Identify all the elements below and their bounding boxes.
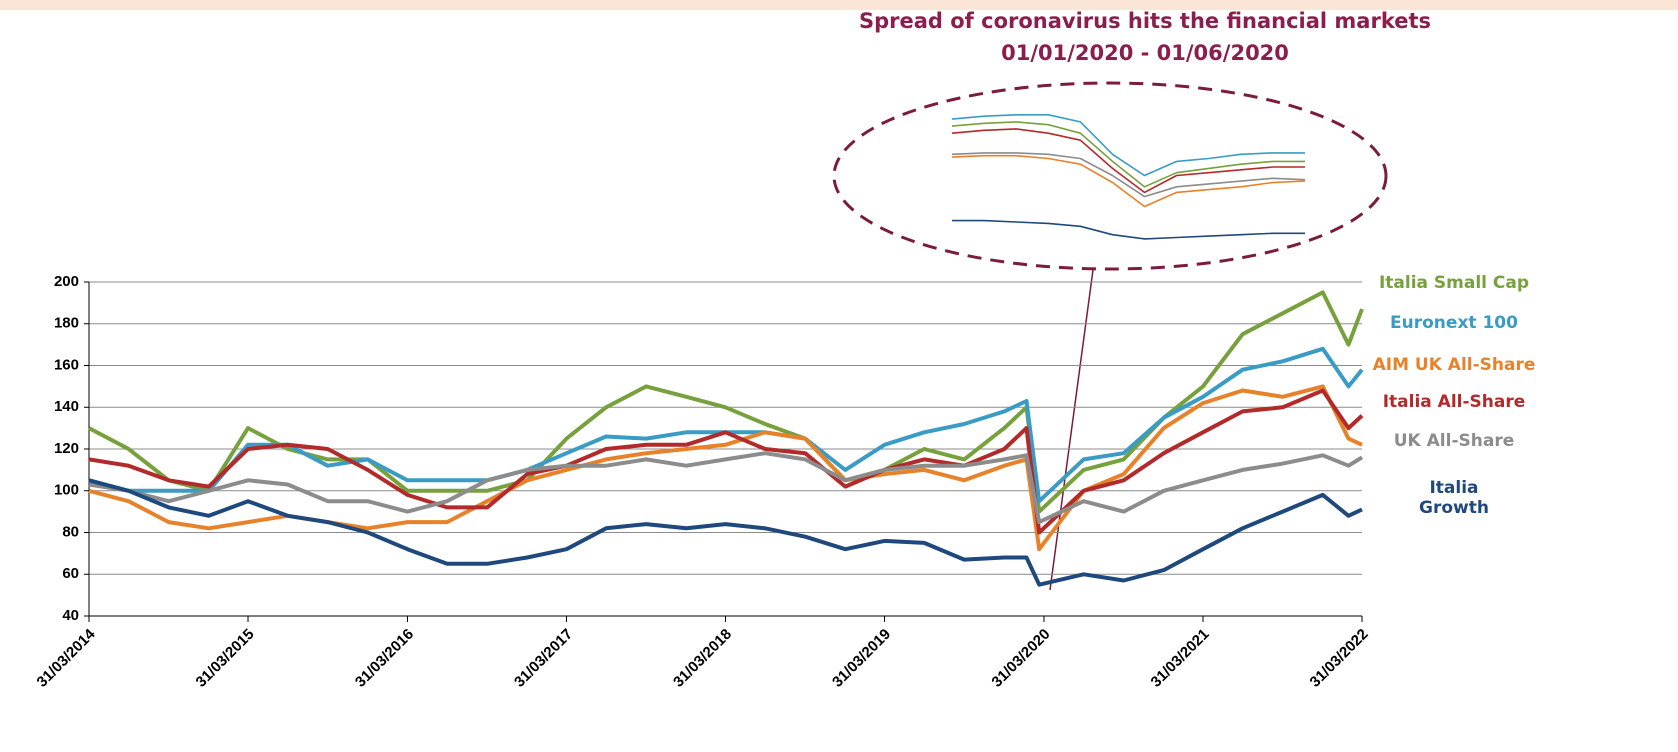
inset-subtitle: 01/01/2020 - 01/06/2020 <box>1001 41 1289 65</box>
x-tick-label: 31/03/2014 <box>34 625 100 691</box>
series-line <box>951 152 1306 198</box>
series-line <box>951 128 1305 194</box>
legend-label: Euronext 100 <box>1390 313 1518 333</box>
top-band <box>0 0 1678 10</box>
legend-label: Italia Small Cap <box>1378 273 1530 293</box>
series-line <box>952 219 1305 240</box>
x-tick-label: 31/03/2022 <box>1307 626 1372 691</box>
series-line <box>88 478 1363 587</box>
y-tick-label: 40 <box>62 607 79 624</box>
y-tick-label: 60 <box>62 565 79 582</box>
x-tick-label: 31/03/2016 <box>352 626 417 691</box>
series-line <box>951 114 1305 177</box>
series-line <box>951 121 1305 188</box>
x-tick-label: 31/03/2017 <box>511 626 576 691</box>
x-tick-label: 31/03/2019 <box>829 626 894 691</box>
legend-label: AIM UK All-Share <box>1372 355 1536 375</box>
y-tick-label: 180 <box>54 315 79 332</box>
legend-label: UK All-Share <box>1393 431 1515 451</box>
series-line <box>951 154 1306 208</box>
y-tick-label: 100 <box>54 482 79 499</box>
y-tick-label: 80 <box>62 523 79 540</box>
x-tick-label: 31/03/2021 <box>1148 626 1213 691</box>
legend-label: Italia All-Share <box>1382 392 1526 412</box>
legend-label: Italia Growth <box>1419 478 1489 518</box>
series-line <box>88 388 1364 535</box>
y-tick-label: 120 <box>54 440 79 457</box>
y-tick-label: 200 <box>54 273 79 290</box>
y-tick-label: 160 <box>54 356 79 373</box>
zoom-pointer <box>1049 269 1094 591</box>
zoom-ellipse <box>832 81 1388 271</box>
x-tick-label: 31/03/2018 <box>670 626 735 691</box>
series-line <box>88 290 1364 514</box>
y-tick-label: 140 <box>54 398 79 415</box>
x-tick-label: 31/03/2020 <box>988 626 1053 691</box>
series-line <box>88 451 1364 525</box>
inset-title: Spread of coronavirus hits the financial… <box>859 9 1431 33</box>
x-tick-label: 31/03/2015 <box>193 626 258 691</box>
